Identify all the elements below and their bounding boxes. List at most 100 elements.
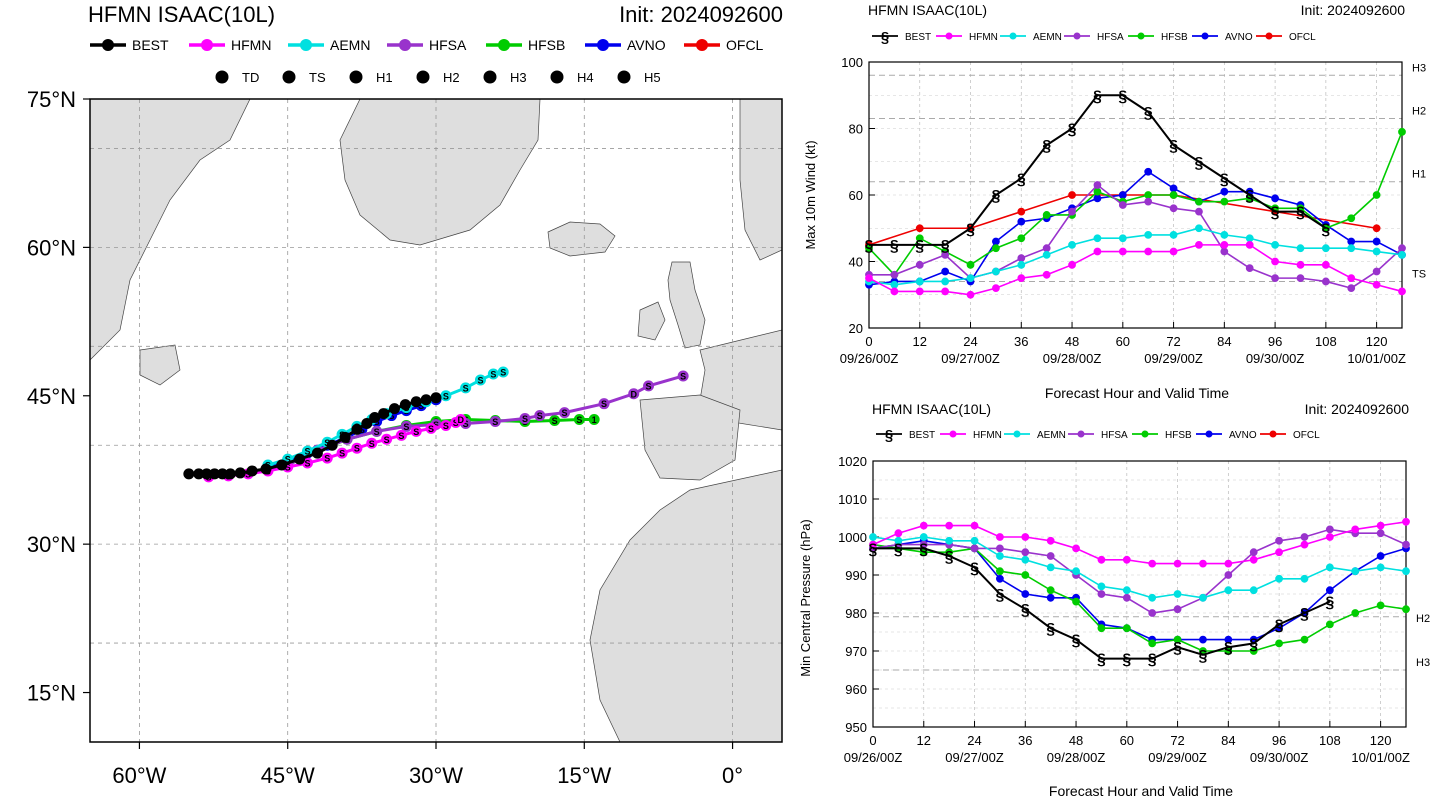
series-line-aemn [868,227,1403,286]
map-land [90,99,782,742]
track-point-label: 2 [315,449,320,459]
track-point-label: 2 [330,441,335,451]
track-point-aemn [460,382,472,394]
track-point-label: S [423,395,429,405]
series-point-hfsa [1169,204,1178,213]
track-point-best [246,465,258,477]
series-point-hfmn [1220,240,1229,249]
intensity-symbol-h5 [617,70,631,84]
track-point-hfsa [643,380,655,392]
track-point-label: S [372,413,378,423]
series-point-avno [1118,191,1127,199]
series-point-hfsa [1224,571,1233,579]
series-point-hfsa [1372,267,1381,276]
map-x-tick-label: 45°W [261,763,315,788]
x-date-label: 09/28/00Z [1047,750,1106,765]
track-point-best [399,399,411,411]
track-point-label: S [680,371,686,381]
track-point-label: S [646,381,652,391]
iberia-land [639,394,741,481]
series-point-avno [941,267,950,276]
map-title: HFMN ISAAC(10L) [88,2,275,27]
x-date-label: 09/30/00Z [1250,750,1309,765]
series-point-hfmn [1046,536,1055,545]
track-point-label: S [537,411,543,421]
track-point-hfmn [440,419,452,431]
legend-marker-ofcl [1265,32,1273,40]
series-point-hfsa [1042,244,1051,253]
track-point-label: S [381,409,387,419]
track-point-best [216,468,228,480]
track-point-label: S [562,408,568,418]
pressure-y-axis-label: Min Central Pressure (hPa) [798,519,813,677]
track-point-label: S [403,422,409,432]
track-point-best [420,394,432,406]
map-y-tick-label: 60°N [27,235,76,260]
pressure-legend: § BEST HFMN AEMN HFSA HFSB AVNO OFCL [876,427,1320,444]
y-tick-label: 20 [849,321,863,336]
series-point-hfmn [1224,559,1233,568]
series-point-hfsa [996,544,1004,553]
intensity-label-h2: H2 [443,70,460,85]
series-point-avno [1093,194,1102,203]
series-point-best: § [1144,105,1153,122]
x-tick-label: 72 [1170,733,1184,748]
x-date-label: 09/30/00Z [1246,351,1305,366]
y-tick-label: 980 [845,606,867,621]
series-point-hfsa [915,260,924,269]
track-point-hfsa [677,370,689,382]
pressure-init: Init: 2024092600 [1305,401,1410,417]
series-point-hfmn [1072,544,1080,553]
track-point-label: S [463,419,469,429]
intensity-label-ts: TS [309,70,326,85]
series-point-hfsa [970,544,979,553]
track-point-best [410,396,422,408]
series-line-hfsb [868,131,1403,277]
series-point-aemn [1195,224,1203,233]
series-point-hfsb [1325,620,1334,629]
legend-label-hfmn: HFMN [231,37,271,53]
series-point-best: § [1148,652,1157,669]
series-point-hfmn [894,529,903,538]
track-point-label: S [398,431,404,441]
x-tick-label: 96 [1268,334,1282,349]
track-point-hfsa [598,398,610,410]
series-point-aemn [1398,250,1406,259]
y-tick-label: 40 [849,255,863,270]
x-tick-label: 24 [963,334,977,349]
series-point-best: § [890,238,899,255]
series-point-hfmn [1271,257,1279,266]
series-point-avno [1347,237,1356,246]
track-point-label: S [443,421,449,431]
track-point-label: S [339,449,345,459]
series-point-hfmn [966,290,975,299]
track-point-best [183,468,195,480]
series-point-hfsa [1249,548,1258,557]
map-y-tick-label: 15°N [27,681,76,706]
series-point-aemn [1021,555,1030,564]
series-point-hfmn [1068,260,1076,269]
series-point-hfmn [890,287,899,296]
series-point-hfsb [1220,197,1229,206]
legend-marker-best: § [881,29,889,46]
track-point-label: 1 [279,461,284,471]
track-point-best [326,439,338,451]
series-point-hfsa [1017,254,1026,263]
series-point-hfmn [1249,555,1258,564]
legend-label-hfmn: HFMN [969,32,998,43]
legend-label-hfsa: HFSA [1101,430,1128,441]
intensity-symbol-h2 [416,70,430,84]
legend-marker-hfsa [1073,32,1081,40]
series-point-aemn [1046,563,1055,572]
track-point-label: S [490,370,496,380]
series-point-aemn [869,533,877,541]
x-tick-label: 24 [967,733,981,748]
track-point-label: 1 [364,419,369,429]
series-point-aemn [1169,231,1178,239]
track-point-best [234,467,246,479]
track-point-label: S [433,393,439,403]
x-date-label: 09/29/00Z [1144,351,1203,366]
x-tick-label: 120 [1370,733,1392,748]
x-tick-label: 84 [1217,334,1231,349]
